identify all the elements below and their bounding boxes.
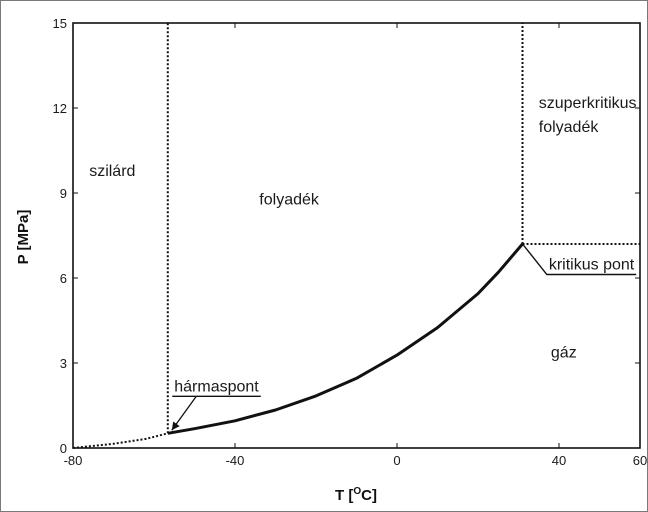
x-tick-label: -80 [64, 453, 83, 468]
region-label: gáz [551, 344, 577, 361]
y-tick-label: 0 [60, 441, 67, 456]
triple-point-arrow-head [171, 421, 180, 431]
region-label: szuperkritikus folyadék [539, 95, 637, 136]
critical-point-label: kritikus pont [549, 257, 635, 274]
critical-point-leader-line [522, 243, 637, 276]
region-label: folyadék [259, 191, 320, 208]
vaporization-curve [167, 243, 524, 435]
phase-boundary-dotted-line [72, 432, 169, 449]
y-tick-label: 6 [60, 271, 67, 286]
x-tick-label: 60 [633, 453, 647, 468]
plot-area-border [72, 22, 641, 449]
y-tick-label: 15 [53, 16, 67, 31]
x-tick-label: 40 [552, 453, 566, 468]
y-tick-label: 3 [60, 356, 67, 371]
y-axis-title: P [MPa] [15, 210, 32, 265]
x-axis-title: T [OC] [335, 486, 377, 504]
x-tick-label: -40 [226, 453, 245, 468]
y-tick-label: 9 [60, 186, 67, 201]
region-label: szilárd [89, 163, 135, 180]
y-tick-label: 12 [53, 101, 67, 116]
triple-point-label: hármaspont [174, 378, 259, 395]
plot-layer: -80 -40 0 40 60 0 3 6 9 12 15 szilárd folyadék szuper… [53, 16, 648, 468]
x-tick-label: 0 [393, 453, 400, 468]
